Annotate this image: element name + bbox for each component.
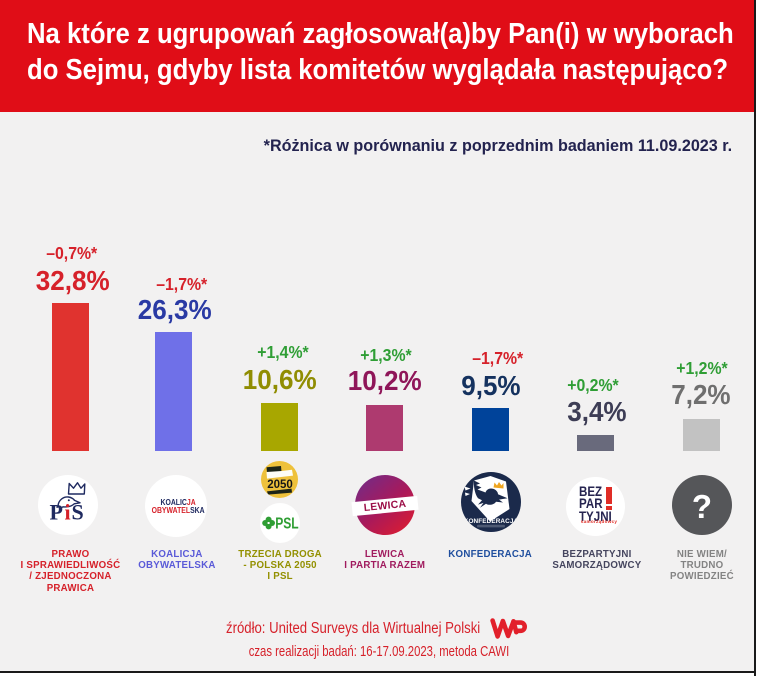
svg-text:i: i	[65, 500, 71, 525]
svg-text:P: P	[50, 500, 63, 525]
svg-text:PSL: PSL	[275, 514, 299, 532]
svg-text:S: S	[72, 500, 84, 525]
svg-text:2050: 2050	[267, 479, 293, 491]
svg-text:KONFEDERACJA: KONFEDERACJA	[464, 518, 519, 525]
